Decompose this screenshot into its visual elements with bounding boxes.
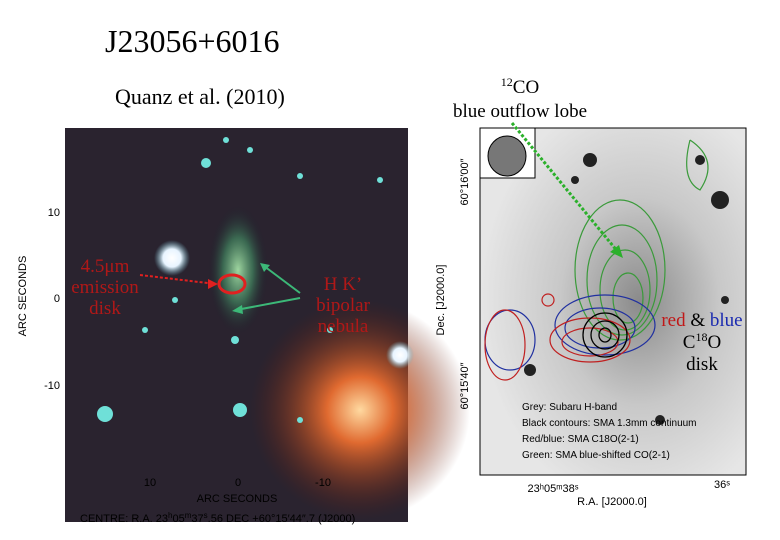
x-axis-label: R.A. [J2000.0] <box>577 496 647 508</box>
text: blue <box>710 310 743 331</box>
annotation: bipolar <box>316 295 370 316</box>
x-tick-label: -10 <box>315 477 331 489</box>
annotation: H K’ <box>324 274 363 295</box>
annotation: 12CO <box>501 75 539 98</box>
y-tick-label: -10 <box>44 380 60 392</box>
text: CO <box>513 77 539 98</box>
x-tick-label: 0 <box>235 477 241 489</box>
annotation: disk <box>686 354 718 375</box>
y-axis-label: ARC SECONDS <box>17 256 29 337</box>
text: 37 <box>191 513 203 525</box>
annotation: 4.5μm <box>81 256 130 277</box>
y-tick-label: 60°15′40″ <box>459 362 471 409</box>
centre-coordinates: CENTRE: R.A. 23h05m37s.56 DEC +60°15′44″… <box>80 511 355 525</box>
text: 05 <box>172 513 184 525</box>
annotation: blue outflow lobe <box>453 101 587 122</box>
annotation: red & blue <box>661 310 742 331</box>
text: .56 DEC +60°15′44″.7 (J2000) <box>208 513 356 525</box>
legend-entry: Grey: Subaru H-band <box>522 402 617 413</box>
annotation: emission <box>71 277 139 298</box>
left-image <box>65 128 470 522</box>
text: h <box>168 511 172 520</box>
legend-entry: Red/blue: SMA C18O(2-1) <box>522 434 639 445</box>
annotation: disk <box>89 298 121 319</box>
text: C <box>683 332 696 353</box>
annotation: C18O <box>683 330 721 353</box>
legend-entry: Black contours: SMA 1.3mm continuum <box>522 418 697 429</box>
x-tick-label: 10 <box>144 477 156 489</box>
x-tick-label: 23ʰ05ᵐ38ˢ <box>528 483 579 495</box>
text: red <box>661 310 686 331</box>
text: 12 <box>501 75 513 89</box>
y-axis-label: Dec. [J2000.0] <box>435 265 447 336</box>
right-image <box>479 122 747 476</box>
text: 18 <box>695 330 707 344</box>
text: CENTRE: R.A. 23 <box>80 513 168 525</box>
text: m <box>185 511 192 520</box>
text: O <box>707 332 721 353</box>
y-tick-label: 10 <box>48 207 60 219</box>
title: J23056+6016 <box>105 23 280 59</box>
text: s <box>204 511 208 520</box>
text: & <box>690 310 705 331</box>
annotation: nebula <box>318 316 369 337</box>
y-tick-label: 0 <box>54 293 60 305</box>
subtitle: Quanz et al. (2010) <box>115 84 285 109</box>
x-axis-label: ARC SECONDS <box>197 493 278 505</box>
y-tick-label: 60°16′00″ <box>459 158 471 205</box>
legend-entry: Green: SMA blue-shifted CO(2-1) <box>522 450 670 461</box>
x-tick-label: 36ˢ <box>714 479 730 491</box>
